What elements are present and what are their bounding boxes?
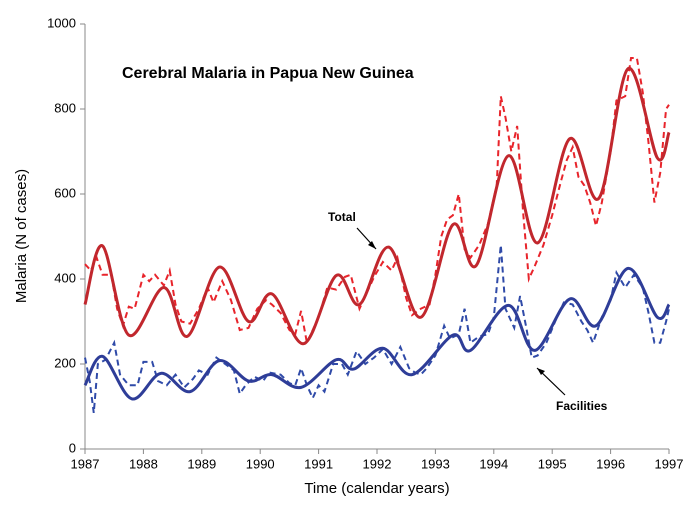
annotation: Total: [328, 210, 356, 224]
x-tick-label: 1988: [129, 456, 158, 471]
x-axis-label: Time (calendar years): [304, 480, 449, 497]
x-tick-label: 1992: [363, 456, 392, 471]
x-tick-label: 1990: [246, 456, 275, 471]
x-tick-label: 1991: [304, 456, 333, 471]
y-tick-label: 800: [54, 100, 76, 115]
annotation-arrowhead: [368, 241, 376, 249]
x-tick-label: 1995: [538, 456, 567, 471]
x-tick-label: 1997: [655, 456, 684, 471]
x-tick-label: 1996: [596, 456, 625, 471]
y-axis-label: Malaria (N of cases): [13, 169, 30, 303]
series-line: [83, 266, 671, 401]
x-tick-label: 1993: [421, 456, 450, 471]
series-line: [84, 57, 670, 347]
x-tick-label: 1989: [187, 456, 216, 471]
y-tick-label: 1000: [47, 15, 76, 30]
y-tick-label: 0: [69, 440, 76, 455]
series-line: [83, 67, 671, 346]
y-tick-label: 600: [54, 185, 76, 200]
x-tick-label: 1987: [71, 456, 100, 471]
y-tick-label: 200: [54, 355, 76, 370]
annotation: Facilities: [556, 399, 608, 413]
x-tick-label: 1994: [479, 456, 508, 471]
chart-title: Cerebral Malaria in Papua New Guinea: [122, 65, 414, 82]
annotation-arrowhead: [537, 368, 545, 375]
y-tick-label: 400: [54, 270, 76, 285]
